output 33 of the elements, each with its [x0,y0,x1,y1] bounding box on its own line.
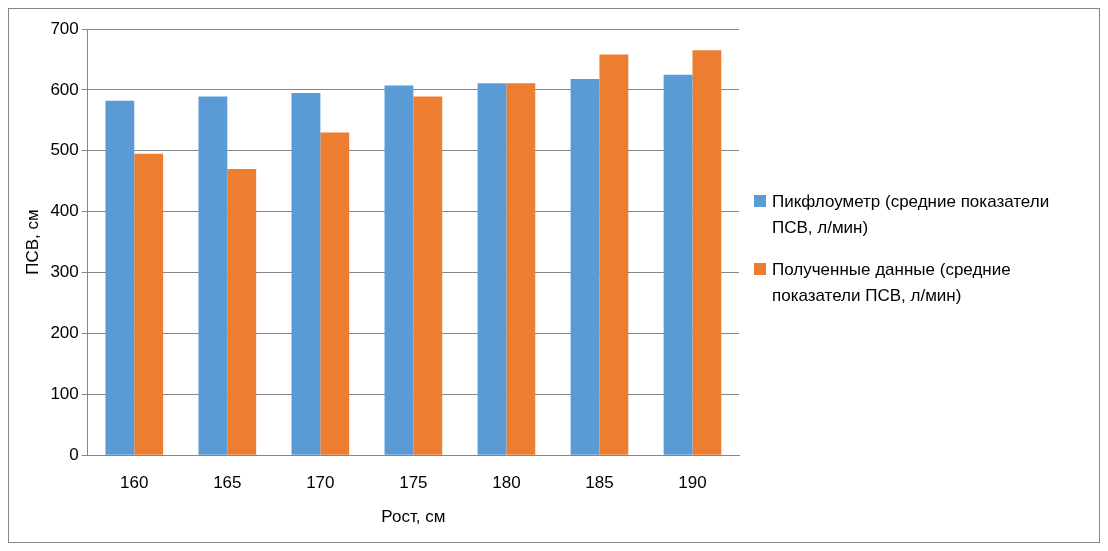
bar [663,74,693,455]
x-tick-label: 165 [213,473,242,493]
bar [506,83,536,455]
bar [384,85,414,455]
bar [599,54,629,455]
bar [291,92,321,455]
x-tick-label: 190 [678,473,707,493]
x-tick-label: 160 [120,473,149,493]
y-tick-label: 100 [50,384,79,403]
x-tick-label: 185 [585,473,614,493]
x-tick-label: 170 [306,473,335,493]
x-tick-label: 180 [492,473,521,493]
bar [692,50,722,455]
legend-label: Полученные данные (средние показатели ПСВ, л/мин) [772,259,1012,307]
y-axis-title: ПСВ, см [22,209,42,275]
bar [105,100,135,455]
y-tick-label: 600 [50,79,79,99]
x-tick-label: 175 [399,473,428,493]
y-tick-label: 400 [50,201,79,221]
bar [198,96,228,455]
y-tick-label: 200 [50,323,79,343]
bar [227,169,257,455]
bar [477,83,507,455]
x-axis-title: Рост, см [381,507,446,527]
bar [570,78,600,455]
y-tick-label: 700 [50,18,79,38]
bar [413,96,443,455]
y-tick-label: 500 [50,140,79,160]
legend-label: Пикфлоуметр (средние показатели ПСВ, л/мин) [772,191,1051,239]
bar [134,153,164,455]
bar [320,132,350,455]
y-tick-label: 0 [69,444,79,464]
y-tick-label: 300 [50,262,79,282]
